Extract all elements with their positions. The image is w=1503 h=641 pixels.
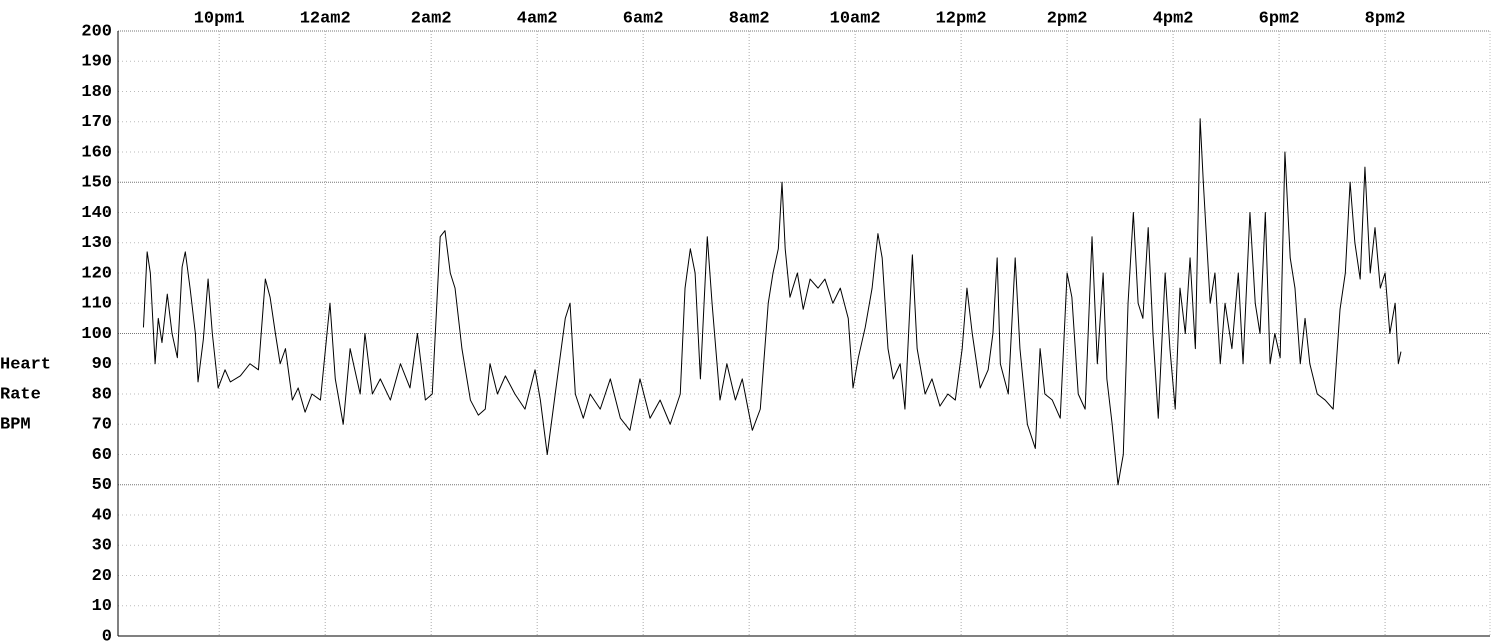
y-tick-label: 40 bbox=[92, 506, 112, 525]
y-tick-label: 60 bbox=[92, 446, 112, 465]
y-tick-label: 150 bbox=[81, 174, 112, 193]
x-tick-label: 4am2 bbox=[517, 9, 558, 28]
x-tick-label: 6am2 bbox=[623, 9, 664, 28]
x-tick-label: 12pm2 bbox=[936, 9, 987, 28]
x-tick-label: 8am2 bbox=[729, 9, 770, 28]
x-tick-label: 10am2 bbox=[830, 9, 881, 28]
y-tick-label: 90 bbox=[92, 355, 112, 374]
y-tick-label: 80 bbox=[92, 385, 112, 404]
heart-rate-line bbox=[142, 118, 1402, 486]
y-tick-label: 130 bbox=[81, 234, 112, 253]
y-axis-label: BPM bbox=[0, 415, 31, 434]
x-tick-label: 6pm2 bbox=[1259, 9, 1300, 28]
y-tick-label: 70 bbox=[92, 416, 112, 435]
y-tick-label: 180 bbox=[81, 83, 112, 102]
y-tick-label: 170 bbox=[81, 113, 112, 132]
x-tick-label: 4pm2 bbox=[1153, 9, 1194, 28]
x-tick-label: 12am2 bbox=[300, 9, 351, 28]
x-tick-label: 2am2 bbox=[411, 9, 452, 28]
y-tick-label: 140 bbox=[81, 204, 112, 223]
y-tick-label: 100 bbox=[81, 325, 112, 344]
y-axis-label: Heart bbox=[0, 355, 51, 374]
y-tick-label: 120 bbox=[81, 264, 112, 283]
y-tick-label: 110 bbox=[81, 295, 112, 314]
y-tick-label: 0 bbox=[102, 627, 112, 641]
y-tick-label: 20 bbox=[92, 567, 112, 586]
y-tick-label: 30 bbox=[92, 537, 112, 556]
y-tick-label: 10 bbox=[92, 597, 112, 616]
x-tick-label: 10pm1 bbox=[194, 9, 245, 28]
y-tick-label: 200 bbox=[81, 22, 112, 41]
y-tick-label: 50 bbox=[92, 476, 112, 495]
y-tick-label: 190 bbox=[81, 53, 112, 72]
x-tick-label: 8pm2 bbox=[1365, 9, 1406, 28]
x-tick-label: 2pm2 bbox=[1047, 9, 1088, 28]
y-tick-label: 160 bbox=[81, 143, 112, 162]
y-axis-label: Rate bbox=[0, 385, 41, 404]
